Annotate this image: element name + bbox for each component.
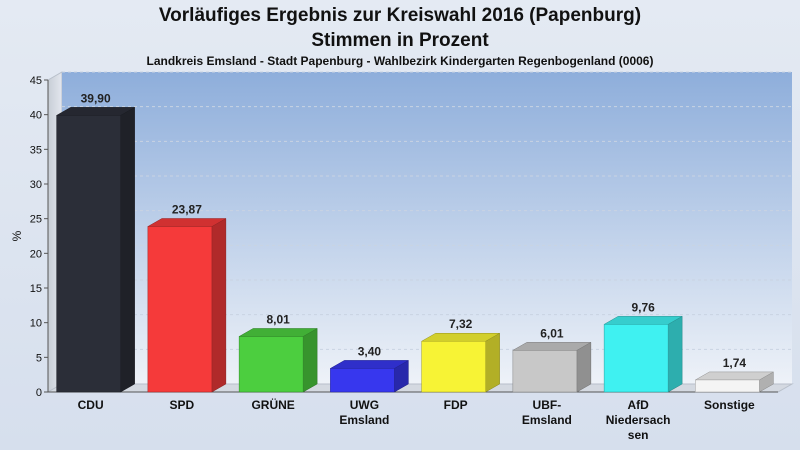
x-category-label: UWG Emsland xyxy=(339,398,389,427)
bar-front xyxy=(238,336,304,393)
bar-front xyxy=(56,115,121,393)
y-tick-label: 40 xyxy=(30,110,42,122)
value-label: 1,74 xyxy=(723,356,747,370)
value-label: 3,40 xyxy=(358,344,382,358)
bar-side xyxy=(302,328,318,393)
y-axis-ticks: 0 5 10 15 20 25 30 35 40 45 xyxy=(30,75,48,399)
value-label: 7,32 xyxy=(449,317,473,331)
bar xyxy=(603,315,684,393)
y-tick-label: 10 xyxy=(30,318,42,330)
value-label: 9,76 xyxy=(631,300,655,314)
x-category-label: GRÜNE xyxy=(251,397,294,412)
bar-front xyxy=(421,340,486,393)
value-label: 23,87 xyxy=(172,203,202,217)
x-category-label: Sonstige xyxy=(704,398,755,412)
bar xyxy=(511,341,592,393)
bar-side xyxy=(576,341,592,393)
value-label: 39,90 xyxy=(81,91,111,105)
bar-top xyxy=(603,316,684,325)
y-tick-label: 25 xyxy=(30,214,42,226)
bar-top xyxy=(238,328,319,337)
value-label: 8,01 xyxy=(266,312,290,326)
y-tick-label: 0 xyxy=(36,387,42,399)
x-axis-categories: CDU SPD GRÜNE UWG Emsland FDP UBF-Emsland AfD Ni… xyxy=(78,397,755,442)
x-category-label: FDP xyxy=(444,398,468,412)
chart-caption: Landkreis Emsland - Stadt Papenburg - Wa… xyxy=(147,54,654,68)
bar-top xyxy=(329,360,410,369)
y-tick-label: 30 xyxy=(30,179,42,191)
bar xyxy=(146,218,227,393)
bar-side xyxy=(120,106,135,393)
x-category-label: UBF-Emsland xyxy=(522,398,572,427)
bar xyxy=(694,371,775,393)
bar-front xyxy=(147,226,213,393)
bar-top xyxy=(511,342,592,351)
y-tick-label: 5 xyxy=(36,352,42,364)
chart-title: Vorläufiges Ergebnis zur Kreiswahl 2016 … xyxy=(159,5,641,26)
y-axis-label: % xyxy=(10,230,24,241)
bar xyxy=(238,328,319,393)
bar xyxy=(55,106,136,393)
bar xyxy=(329,359,410,393)
bar-side xyxy=(211,218,227,393)
y-tick-label: 45 xyxy=(30,75,42,87)
bar-front xyxy=(512,350,578,393)
value-labels: 39,90 23,87 8,01 3,40 7,32 6,01 9,76 1,74 xyxy=(81,91,747,370)
bar-side xyxy=(667,315,683,393)
bar-top xyxy=(694,371,775,381)
x-category-label: SPD xyxy=(170,398,195,412)
x-category-label: CDU xyxy=(78,398,104,412)
bar xyxy=(420,332,501,393)
bar-front xyxy=(603,324,669,393)
y-tick-label: 15 xyxy=(30,283,42,295)
bar-top xyxy=(55,107,136,116)
bars xyxy=(55,106,775,393)
chart-subtitle: Stimmen in Prozent xyxy=(311,30,489,51)
value-label: 6,01 xyxy=(540,326,564,340)
y-tick-label: 20 xyxy=(30,248,42,260)
bar-top xyxy=(146,218,227,227)
bar-side xyxy=(485,332,500,393)
bar-front xyxy=(330,368,395,393)
bar-front xyxy=(695,379,760,393)
y-tick-label: 35 xyxy=(30,144,42,156)
x-category-label: AfD Niedersach sen xyxy=(606,398,671,442)
bar-top xyxy=(420,332,501,342)
